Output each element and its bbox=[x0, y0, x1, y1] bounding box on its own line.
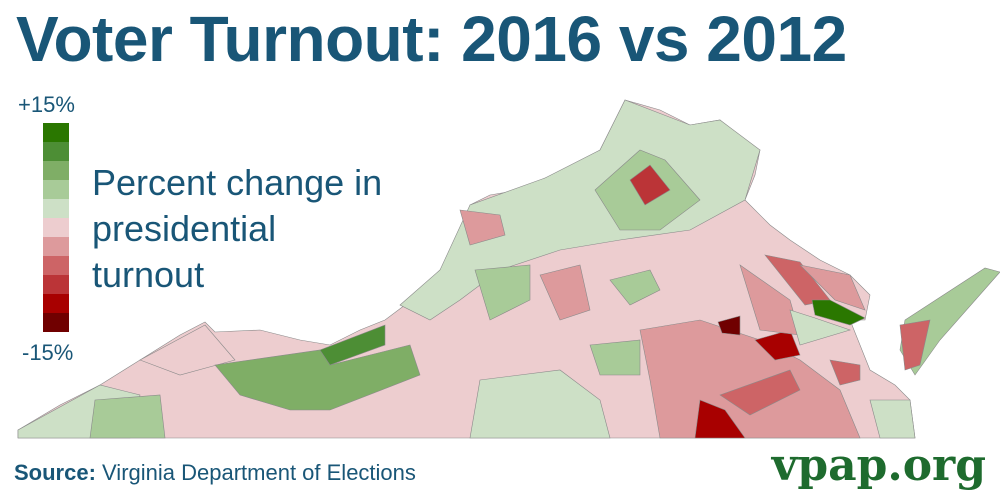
source-text: Virginia Department of Elections bbox=[95, 460, 416, 485]
county-region bbox=[474, 264, 531, 321]
legend-title-line: turnout bbox=[92, 254, 205, 295]
county-region bbox=[789, 309, 851, 346]
legend-title-line: presidential bbox=[92, 208, 277, 249]
legend-swatch bbox=[43, 123, 69, 142]
county-region bbox=[719, 369, 801, 416]
source-note: Source: Virginia Department of Elections bbox=[14, 460, 416, 486]
legend-swatch bbox=[43, 142, 69, 161]
county-region bbox=[799, 264, 866, 311]
county-region bbox=[629, 164, 671, 206]
county-region bbox=[869, 399, 916, 439]
county-region bbox=[459, 209, 506, 246]
legend-swatch bbox=[43, 161, 69, 180]
legend-swatch bbox=[43, 180, 69, 199]
county-region bbox=[754, 329, 801, 361]
legend-min-label: -15% bbox=[22, 340, 74, 365]
county-region bbox=[899, 267, 1000, 376]
county-region bbox=[609, 269, 661, 306]
legend-swatch bbox=[43, 294, 69, 313]
legend-swatch bbox=[43, 313, 69, 332]
legend-title-line: Percent change in bbox=[92, 162, 383, 203]
legend-color-scale bbox=[43, 123, 69, 332]
county-region bbox=[139, 324, 236, 376]
brand-logo: vpap.org bbox=[771, 440, 986, 491]
county-region bbox=[89, 394, 166, 439]
county-region bbox=[829, 359, 861, 386]
county-region bbox=[694, 399, 746, 439]
county-region bbox=[589, 339, 641, 376]
legend-max-label: +15% bbox=[18, 92, 75, 117]
county-region bbox=[811, 299, 866, 326]
legend-swatch bbox=[43, 275, 69, 294]
legend-swatch bbox=[43, 237, 69, 256]
legend-title: Percent change in presidential turnout bbox=[92, 160, 382, 298]
county-region bbox=[899, 319, 931, 371]
county-region bbox=[319, 324, 386, 366]
county-region bbox=[539, 264, 591, 321]
legend-swatch bbox=[43, 199, 69, 218]
county-region bbox=[717, 315, 741, 336]
legend-swatch bbox=[43, 256, 69, 275]
county-region bbox=[469, 369, 611, 439]
page-title: Voter Turnout: 2016 vs 2012 bbox=[16, 3, 847, 75]
source-label: Source: bbox=[14, 460, 96, 485]
legend-swatch bbox=[43, 218, 69, 237]
